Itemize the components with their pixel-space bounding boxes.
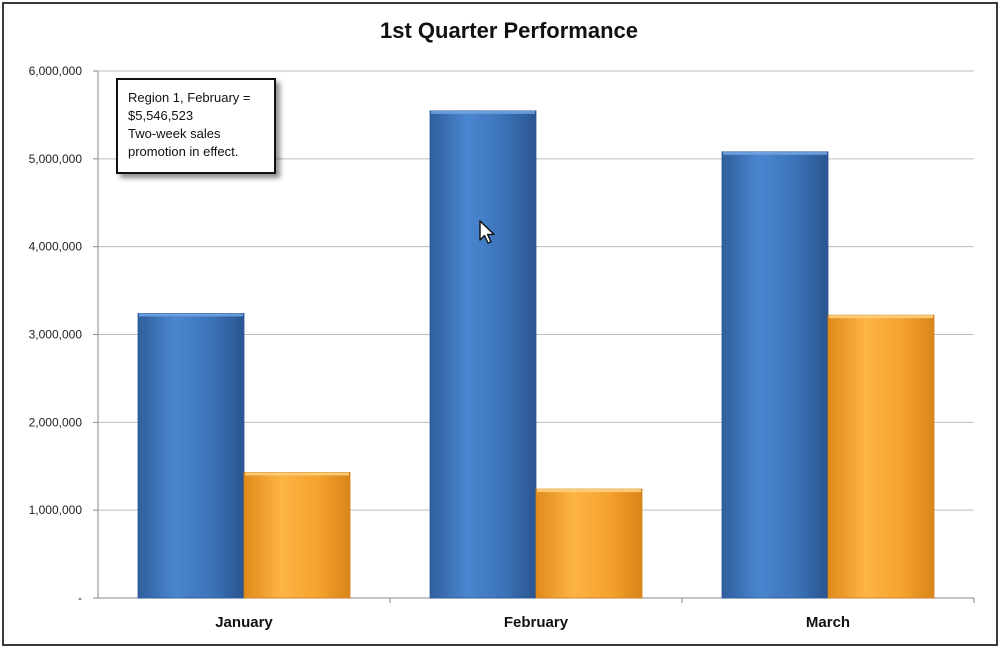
annotation-line-4: promotion in effect. (128, 144, 239, 159)
bar-series-1-february (429, 110, 537, 599)
annotation-line-3: Two-week sales (128, 126, 221, 141)
bar-top-highlight (245, 472, 349, 476)
chart-title: 1st Quarter Performance (380, 18, 638, 43)
bars (137, 110, 935, 599)
annotation-callout: Region 1, February = $5,546,523 Two-week… (116, 78, 276, 174)
bar-top-highlight (139, 313, 243, 317)
y-tick-label: - (78, 591, 82, 605)
bar-top-highlight (829, 315, 933, 319)
y-tick-label: 4,000,000 (29, 240, 83, 254)
bar-series-2-february (535, 488, 643, 599)
x-category-label: January (215, 614, 273, 631)
bar-top-highlight (431, 110, 535, 114)
chart-canvas: 1st Quarter Performance - 1,000,000 2,000,… (29, 18, 975, 631)
y-tick-label: 6,000,000 (29, 64, 83, 78)
x-category-label: February (504, 614, 569, 631)
annotation-line-1: Region 1, February = (128, 90, 251, 105)
y-tick-label: 3,000,000 (29, 328, 83, 342)
bar-series-1-march (721, 151, 829, 599)
y-tick-label: 5,000,000 (29, 152, 83, 166)
y-tick-label: 2,000,000 (29, 415, 83, 429)
bar-series-1-january (137, 313, 245, 599)
axis-labels: - 1,000,000 2,000,000 3,000,000 4,000,000 5,0… (29, 64, 850, 631)
y-tick-label: 1,000,000 (29, 503, 83, 517)
bar-top-highlight (723, 151, 827, 155)
bar-top-highlight (537, 489, 641, 493)
x-category-label: March (806, 614, 850, 631)
annotation-line-2: $5,546,523 (128, 108, 194, 123)
bar-series-2-march (827, 314, 935, 599)
bar-series-2-january (243, 471, 351, 599)
mouse-pointer-icon (479, 220, 495, 244)
